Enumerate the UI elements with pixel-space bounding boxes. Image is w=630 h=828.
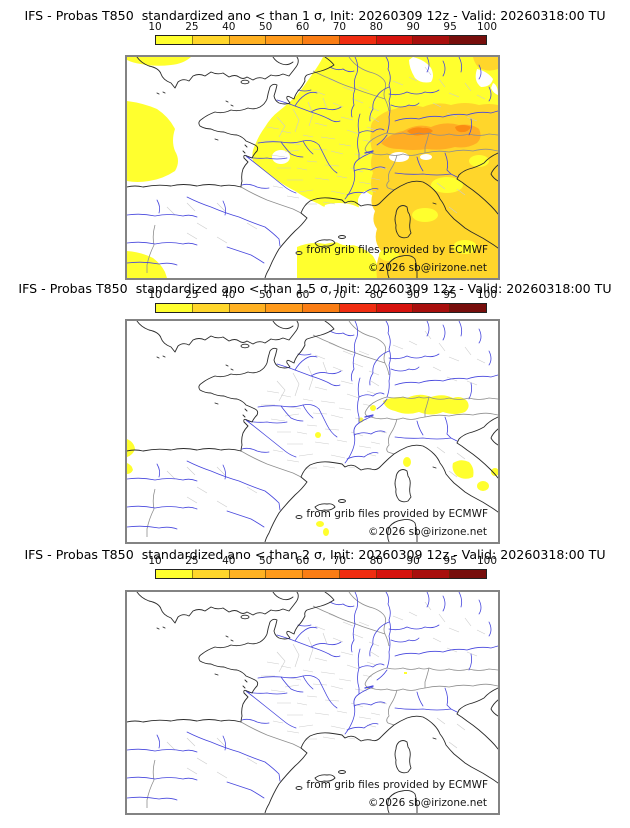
colorbar-tick-row: 10 25 40 50 60 70 80 90 95 100 bbox=[148, 555, 497, 568]
colorbar: 10 25 40 50 60 70 80 90 95 100 bbox=[148, 555, 497, 579]
colorbar: 10 25 40 50 60 70 80 90 95 100 bbox=[148, 21, 497, 45]
colorbar-segment bbox=[192, 36, 230, 44]
colorbar: 10 25 40 50 60 70 80 90 95 100 bbox=[148, 289, 497, 313]
colorbar-tick-label: 100 bbox=[476, 289, 498, 301]
colorbar-tick-label: 70 bbox=[332, 555, 347, 567]
colorbar-tick-label: 90 bbox=[406, 555, 420, 567]
colorbar-segment bbox=[192, 570, 230, 578]
colorbar-tick-label: 60 bbox=[295, 21, 310, 33]
panel-title: IFS - Probas T850 standardized ano < tha… bbox=[24, 547, 606, 562]
credit-copyright: ©2026 sb@irizone.net bbox=[368, 526, 487, 538]
panel-title: IFS - Probas T850 standardized ano < tha… bbox=[24, 8, 606, 23]
colorbar-segment bbox=[156, 36, 193, 44]
colorbar-tick-label: 80 bbox=[369, 21, 383, 33]
colorbar-tick-label: 95 bbox=[443, 21, 457, 33]
colorbar-tick-label: 95 bbox=[443, 555, 457, 567]
colorbar-segment bbox=[376, 36, 414, 44]
colorbar-segment bbox=[266, 36, 304, 44]
colorbar-tick-label: 40 bbox=[222, 289, 236, 301]
colorbar-tick-label: 90 bbox=[406, 289, 420, 301]
colorbar-tick-label: 70 bbox=[332, 21, 347, 33]
colorbar-segment bbox=[266, 570, 304, 578]
colorbar-tick-label: 95 bbox=[443, 289, 457, 301]
colorbar-tick-label: 100 bbox=[476, 555, 498, 567]
colorbar-tick-label: 50 bbox=[259, 21, 273, 33]
colorbar-segment bbox=[156, 304, 193, 312]
colorbar-tick-label: 40 bbox=[222, 21, 236, 33]
colorbar-segment bbox=[229, 304, 267, 312]
colorbar-tick-label: 100 bbox=[476, 21, 498, 33]
colorbar-segment bbox=[229, 36, 267, 44]
colorbar-segment bbox=[156, 570, 193, 578]
colorbar-segment bbox=[450, 570, 487, 578]
colorbar-tick-label: 60 bbox=[295, 289, 310, 301]
colorbar-segment bbox=[229, 570, 267, 578]
credit-copyright: ©2026 sb@irizone.net bbox=[368, 262, 487, 274]
colorbar-segment bbox=[413, 304, 451, 312]
colorbar-segment bbox=[303, 36, 340, 44]
colorbar-tick-label: 40 bbox=[222, 555, 236, 567]
colorbar-tick-label: 10 bbox=[148, 21, 162, 33]
colorbar-segment bbox=[376, 304, 414, 312]
colorbar-tick-label: 10 bbox=[148, 555, 162, 567]
colorbar-segment bbox=[450, 36, 487, 44]
colorbar-segment bbox=[266, 304, 304, 312]
colorbar-tick-label: 25 bbox=[185, 21, 199, 33]
panel-title: IFS - Probas T850 standardized ano < tha… bbox=[18, 281, 612, 296]
map-panel-2: from grib files provided by ECMWF ©2026 … bbox=[125, 319, 500, 544]
map-panel-1: from grib files provided by ECMWF ©2026 … bbox=[125, 55, 500, 280]
colorbar-tick-label: 50 bbox=[259, 555, 273, 567]
colorbar-segment bbox=[413, 36, 451, 44]
colorbar-tick-label: 60 bbox=[295, 555, 310, 567]
colorbar-segment bbox=[413, 570, 451, 578]
credit-copyright: ©2026 sb@irizone.net bbox=[368, 797, 487, 809]
map-image-2: from grib files provided by ECMWF ©2026 … bbox=[127, 321, 498, 542]
colorbar-scale bbox=[155, 303, 487, 313]
colorbar-tick-label: 25 bbox=[185, 555, 199, 567]
colorbar-segment bbox=[376, 570, 414, 578]
colorbar-segment bbox=[339, 304, 377, 312]
colorbar-tick-label: 90 bbox=[406, 21, 420, 33]
credit-ecmwf: from grib files provided by ECMWF bbox=[306, 508, 488, 520]
colorbar-tick-label: 70 bbox=[332, 289, 347, 301]
credit-ecmwf: from grib files provided by ECMWF bbox=[306, 244, 488, 256]
map-panel-3: from grib files provided by ECMWF ©2026 … bbox=[125, 590, 500, 815]
colorbar-scale bbox=[155, 569, 487, 579]
colorbar-scale bbox=[155, 35, 487, 45]
colorbar-tick-label: 25 bbox=[185, 289, 199, 301]
colorbar-segment bbox=[339, 570, 377, 578]
colorbar-tick-row: 10 25 40 50 60 70 80 90 95 100 bbox=[148, 289, 497, 302]
colorbar-tick-row: 10 25 40 50 60 70 80 90 95 100 bbox=[148, 21, 497, 34]
map-image-3: from grib files provided by ECMWF ©2026 … bbox=[127, 592, 498, 813]
colorbar-tick-label: 50 bbox=[259, 289, 273, 301]
colorbar-segment bbox=[450, 304, 487, 312]
colorbar-segment bbox=[303, 304, 340, 312]
colorbar-tick-label: 10 bbox=[148, 289, 162, 301]
colorbar-segment bbox=[192, 304, 230, 312]
colorbar-segment bbox=[339, 36, 377, 44]
map-image-1: from grib files provided by ECMWF ©2026 … bbox=[127, 57, 498, 278]
colorbar-segment bbox=[303, 570, 340, 578]
colorbar-tick-label: 80 bbox=[369, 555, 383, 567]
colorbar-tick-label: 80 bbox=[369, 289, 383, 301]
credit-ecmwf: from grib files provided by ECMWF bbox=[306, 779, 488, 791]
